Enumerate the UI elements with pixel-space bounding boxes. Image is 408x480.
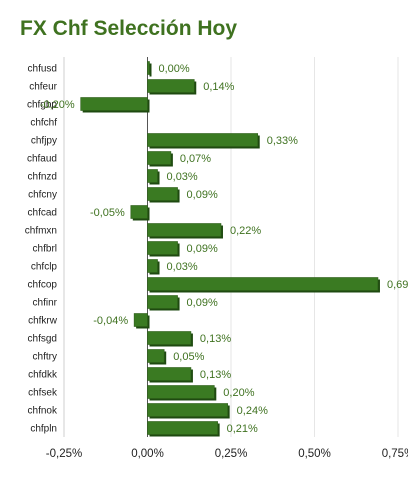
value-label: 0,00%: [159, 63, 190, 75]
bar: [147, 151, 172, 165]
value-label: -0,04%: [93, 315, 128, 327]
bar: [147, 223, 222, 237]
bar: [147, 169, 158, 183]
value-label: 0,05%: [173, 351, 204, 363]
x-tick-label: -0,25%: [46, 448, 82, 460]
category-label: chfinr: [33, 298, 58, 309]
value-label: 0,13%: [200, 333, 231, 345]
value-label: 0,14%: [203, 81, 234, 93]
category-label: chfcad: [28, 208, 57, 219]
x-tick-label: 0,25%: [215, 448, 248, 460]
value-label: 0,03%: [167, 261, 198, 273]
category-label: chfusd: [28, 64, 57, 75]
category-label: chfbrl: [33, 244, 57, 255]
bar: [147, 331, 192, 345]
value-label: 0,09%: [187, 243, 218, 255]
bar: [147, 259, 158, 273]
category-label: chfsgd: [28, 334, 57, 345]
category-label: chfgbp: [27, 100, 57, 111]
value-label: 0,69%: [387, 279, 408, 291]
value-label: 0,07%: [180, 153, 211, 165]
value-label: 0,03%: [167, 171, 198, 183]
x-tick-labels: -0,25% 0,00% 0,25% 0,50% 0,75%: [46, 448, 408, 460]
category-label: chfnok: [28, 406, 58, 417]
value-label: 0,09%: [187, 189, 218, 201]
value-label: 0,24%: [237, 405, 268, 417]
category-label: chfkrw: [28, 316, 58, 327]
x-tick-label: 0,00%: [131, 448, 164, 460]
bar-shadow: [149, 63, 152, 77]
bar: [147, 133, 259, 147]
bar: [80, 97, 148, 111]
bar: [147, 295, 178, 309]
bar: [147, 367, 192, 381]
value-label: 0,22%: [230, 225, 261, 237]
value-label: 0,33%: [267, 135, 298, 147]
bar: [147, 79, 195, 93]
bar: [147, 61, 150, 75]
category-label: chfcny: [28, 190, 57, 201]
bar: [133, 313, 148, 327]
category-label: chfaud: [27, 154, 57, 165]
category-labels: chfusd chfeur chfgbp chfchf chfjpy chfaud chfn…: [25, 64, 58, 435]
x-tick-label: 0,75%: [382, 448, 408, 460]
category-label: chfdkk: [28, 370, 58, 381]
value-label: 0,21%: [227, 423, 258, 435]
bar: [130, 205, 148, 219]
category-label: chfchf: [30, 118, 57, 129]
bar: [147, 187, 178, 201]
bar: [147, 349, 165, 363]
bar: [147, 385, 215, 399]
category-label: chfeur: [29, 82, 57, 93]
value-label: 0,09%: [187, 297, 218, 309]
category-label: chfjpy: [31, 136, 57, 147]
category-label: chfmxn: [25, 226, 57, 237]
x-tick-label: 0,50%: [298, 448, 331, 460]
value-labels: 0,00% 0,14% -0,20% 0,33% 0,07% 0,03% 0,09% -0,0…: [40, 63, 408, 435]
value-label: 0,13%: [200, 369, 231, 381]
category-label: chfsek: [28, 388, 58, 399]
category-label: chfpln: [30, 424, 57, 435]
bar: [147, 403, 228, 417]
value-label: 0,20%: [223, 387, 254, 399]
chart-title: FX Chf Selección Hoy: [20, 17, 238, 40]
value-label: -0,05%: [90, 207, 125, 219]
category-label: chftry: [33, 352, 57, 363]
category-label: chfclp: [31, 262, 58, 273]
category-label: chfnzd: [28, 172, 57, 183]
category-label: chfcop: [28, 280, 58, 291]
bars: [80, 61, 380, 437]
bar: [147, 421, 218, 435]
bar: [147, 277, 379, 291]
bar: [147, 241, 178, 255]
value-label: -0,20%: [40, 99, 75, 111]
